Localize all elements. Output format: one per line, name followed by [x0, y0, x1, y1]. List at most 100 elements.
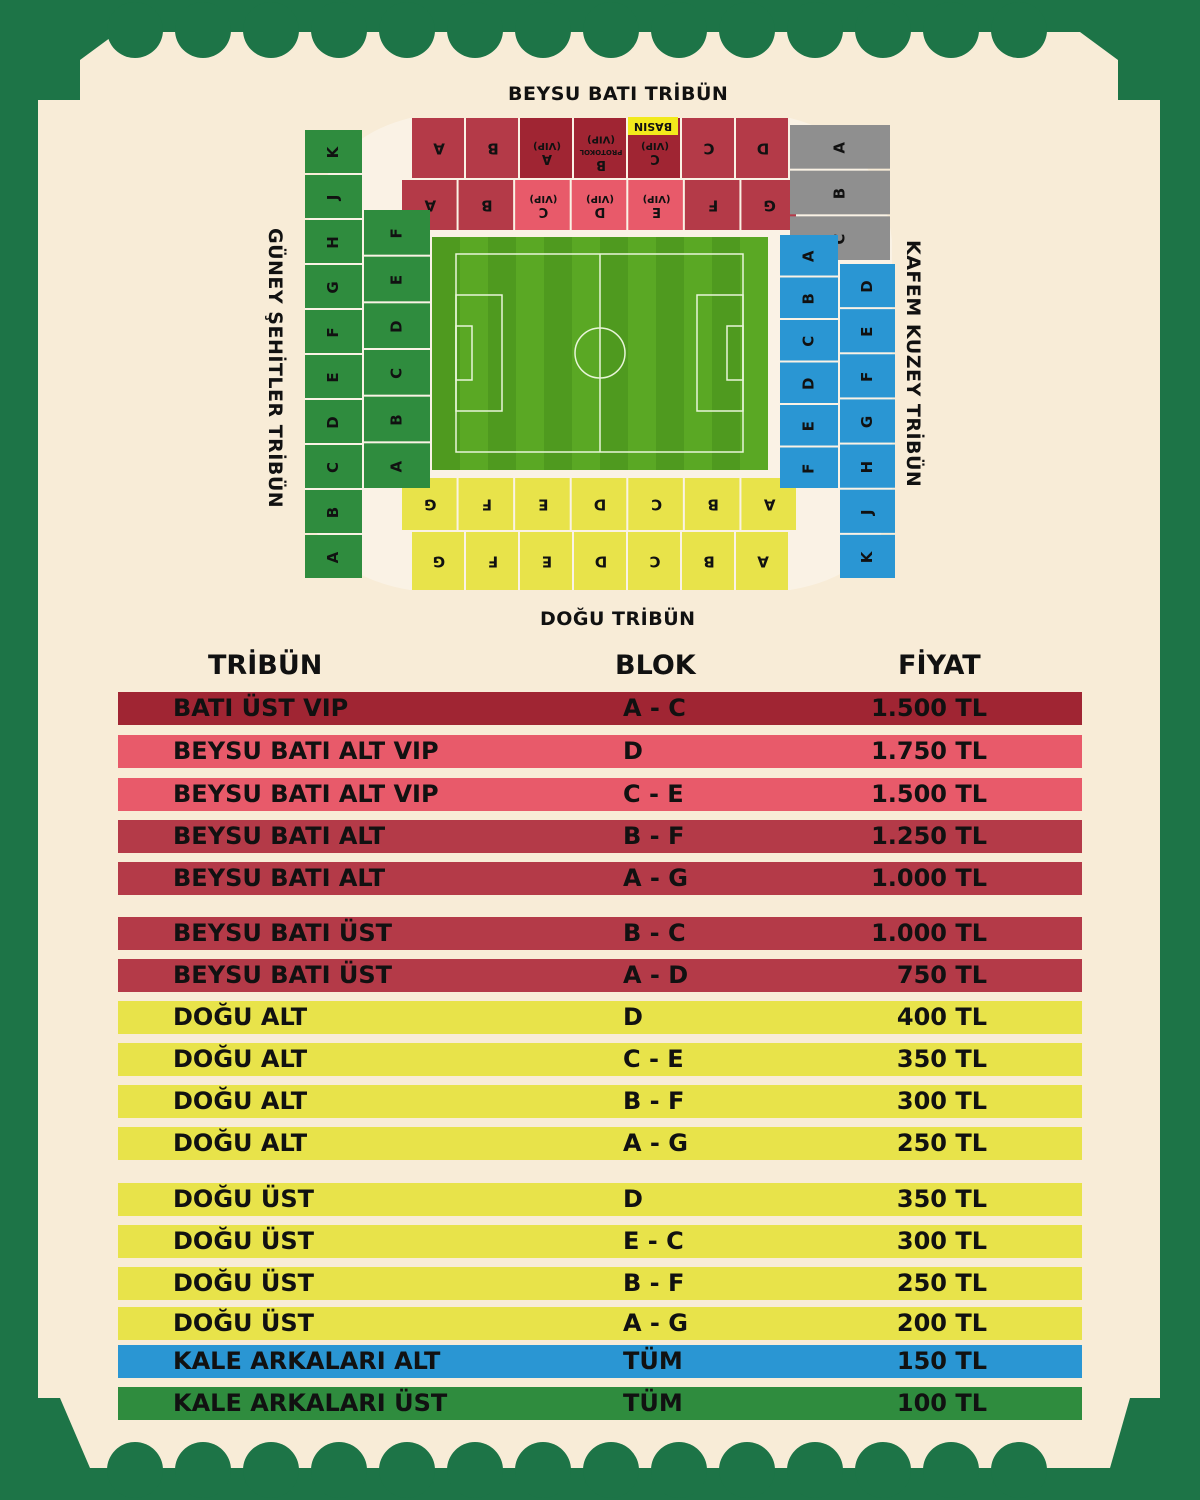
west-lower-block — [515, 180, 570, 230]
price-row: DOĞU ÜST D 350 TL — [118, 1183, 1082, 1216]
north-inner-block-label: D — [800, 378, 818, 390]
price-row: DOĞU ALT B - F 300 TL — [118, 1085, 1082, 1118]
north-outer-block — [840, 444, 895, 488]
north-corner-block — [790, 125, 890, 169]
block-label-line: A — [542, 151, 552, 166]
east-upper-block-label: C — [649, 553, 660, 571]
price-row: BEYSU BATI ÜST A - D 750 TL — [118, 959, 1082, 992]
south-outer-block-label: D — [324, 416, 342, 428]
price-row: DOĞU ÜST E - C 300 TL — [118, 1225, 1082, 1258]
row-price: 750 TL — [896, 961, 987, 989]
east-lower-block-label: C — [651, 496, 662, 514]
row-tribune: DOĞU ÜST — [173, 1185, 315, 1213]
scallop-top — [243, 2, 299, 58]
row-tribune: BATI ÜST VIP — [173, 694, 349, 722]
north-inner-block-label: A — [800, 250, 818, 262]
row-tribune: DOĞU ALT — [173, 1129, 308, 1157]
west-upper-block-label: (VIP)A — [533, 140, 561, 166]
price-row: KALE ARKALARI ALT TÜM 150 TL — [118, 1345, 1082, 1378]
row-price: 400 TL — [896, 1003, 987, 1031]
row-price: 1.500 TL — [871, 780, 987, 808]
south-outer-block-label: F — [324, 327, 342, 337]
south-inner-block-label: F — [388, 228, 406, 238]
price-row: DOĞU ÜST A - G 200 TL — [118, 1307, 1082, 1340]
block-label-line: (VIP) — [587, 134, 615, 145]
stand-title-west: BEYSU BATI TRİBÜN — [508, 83, 729, 105]
pitch-stripe — [572, 237, 600, 470]
row-tribune: BEYSU BATI ALT — [173, 864, 386, 892]
header-tribune: TRİBÜN — [208, 650, 323, 681]
row-tribune: DOĞU ÜST — [173, 1309, 315, 1337]
row-block: A - G — [623, 864, 688, 892]
east-lower-block-label: B — [707, 496, 718, 514]
south-outer-block — [305, 175, 362, 218]
west-upper-block-label: B — [487, 140, 498, 158]
row-block: C - E — [623, 1045, 684, 1073]
price-row: BEYSU BATI ALT VIP C - E 1.500 TL — [118, 778, 1082, 811]
north-inner-block — [780, 277, 838, 318]
scallop-bottom — [243, 1442, 299, 1498]
east-lower-block-label: A — [764, 496, 776, 514]
row-block: B - F — [623, 822, 685, 850]
north-outer-block-label: G — [858, 416, 876, 428]
west-lower-block — [684, 180, 740, 230]
west-lower-block-label: B — [481, 197, 492, 215]
north-inner-block — [780, 362, 838, 403]
west-upper-block — [466, 118, 518, 178]
scallop-top — [379, 2, 435, 58]
south-inner-block — [364, 256, 430, 302]
east-lower-block-label: F — [482, 496, 492, 514]
south-outer-block-label: B — [324, 507, 342, 518]
stand-title-south: GÜNEY ŞEHİTLER TRİBÜN — [264, 228, 286, 509]
header-block: BLOK — [615, 650, 696, 681]
scallop-top — [991, 2, 1047, 58]
price-row: DOĞU ALT C - E 350 TL — [118, 1043, 1082, 1076]
west-upper-block — [412, 118, 464, 178]
scallop-bottom — [651, 1442, 707, 1498]
row-price: 1.250 TL — [871, 822, 987, 850]
row-tribune: BEYSU BATI ALT VIP — [173, 780, 439, 808]
row-block: A - G — [623, 1309, 688, 1337]
west-upper-block-label: A — [433, 140, 445, 158]
east-upper-block — [628, 532, 680, 590]
south-inner-block — [364, 396, 430, 442]
scallop-top — [855, 2, 911, 58]
north-corner-block-label: C — [831, 234, 849, 245]
block-label-line: (VIP) — [586, 193, 614, 204]
scallop-bottom — [923, 1442, 979, 1498]
price-row: DOĞU ALT A - G 250 TL — [118, 1127, 1082, 1160]
east-upper-block — [574, 532, 626, 590]
row-price: 150 TL — [896, 1347, 987, 1375]
south-outer-block-label: H — [324, 236, 342, 249]
scallop-bottom — [379, 1442, 435, 1498]
scallop-top — [923, 2, 979, 58]
north-outer-block — [840, 309, 895, 353]
north-outer-block-label: F — [858, 372, 876, 382]
row-block: D — [623, 737, 643, 765]
south-inner-block-label: D — [388, 320, 406, 332]
row-block: A - G — [623, 1129, 688, 1157]
block-label-line: C — [650, 151, 660, 166]
south-outer-block — [305, 400, 362, 443]
east-upper-block — [736, 532, 788, 590]
south-inner-block-label: B — [388, 414, 406, 425]
south-outer-block — [305, 130, 362, 173]
north-inner-block-label: B — [800, 293, 818, 304]
west-upper-block-label: D — [757, 140, 769, 158]
south-outer-block — [305, 265, 362, 308]
west-lower-block-label: G — [764, 197, 776, 215]
row-price: 1.750 TL — [871, 737, 987, 765]
goal-box-right — [726, 325, 744, 381]
west-lower-block-label: (VIP)E — [643, 193, 671, 219]
scallop-bottom — [719, 1442, 775, 1498]
north-outer-block-label: K — [858, 550, 876, 563]
south-inner-block-label: E — [388, 275, 406, 285]
row-tribune: BEYSU BATI ÜST — [173, 919, 392, 947]
row-block: A - D — [623, 961, 689, 989]
row-block: B - F — [623, 1087, 685, 1115]
west-lower-block-label: F — [708, 197, 718, 215]
row-block: D — [623, 1185, 643, 1213]
pitch-stripe — [460, 237, 488, 470]
row-block: D — [623, 1003, 643, 1031]
